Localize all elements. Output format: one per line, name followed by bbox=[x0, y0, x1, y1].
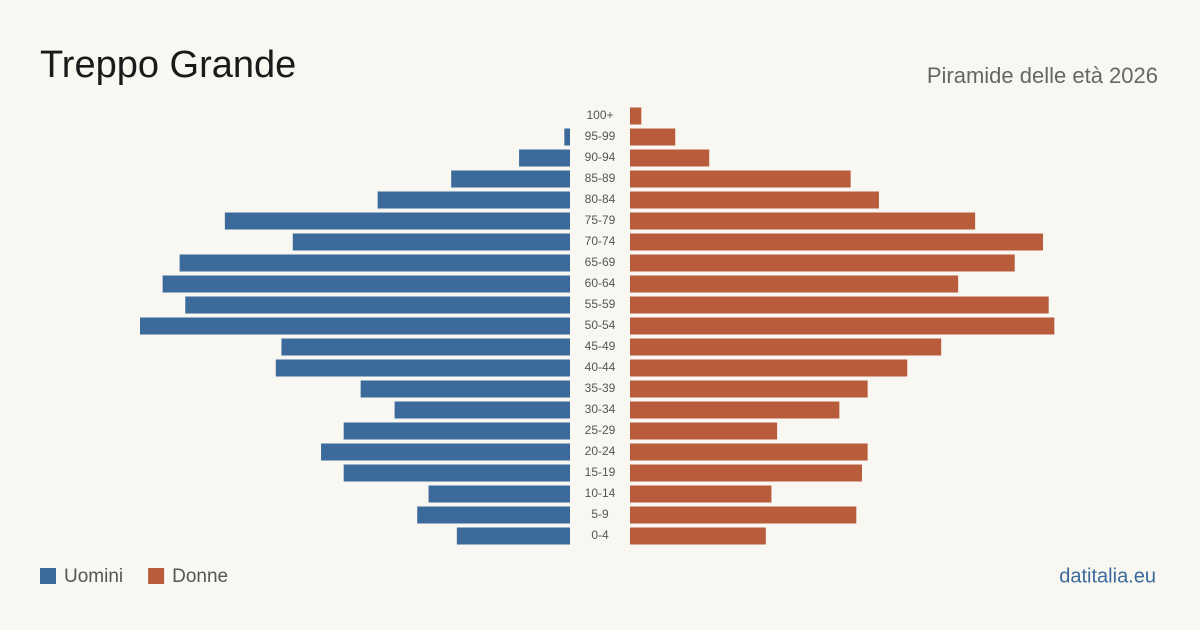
y-tick-label: 30-34 bbox=[585, 402, 616, 416]
y-tick-label: 5-9 bbox=[591, 507, 609, 521]
chart-title: Treppo Grande bbox=[40, 44, 296, 86]
bar bbox=[630, 212, 976, 230]
y-tick-label: 10-14 bbox=[585, 486, 616, 500]
bar bbox=[428, 485, 570, 503]
bar bbox=[630, 191, 879, 209]
y-tick-label: 90-94 bbox=[585, 150, 616, 164]
chart-subtitle: Piramide delle età 2026 bbox=[927, 63, 1158, 88]
bar bbox=[630, 233, 1044, 251]
bar bbox=[179, 254, 570, 272]
source: datitalia.eu bbox=[1059, 565, 1156, 587]
bar bbox=[281, 338, 570, 356]
bar bbox=[630, 401, 840, 419]
bar bbox=[630, 464, 862, 482]
bar bbox=[519, 149, 570, 167]
bar bbox=[630, 275, 959, 293]
legend-swatch bbox=[148, 568, 165, 584]
bar bbox=[343, 422, 570, 440]
bar bbox=[185, 296, 570, 314]
y-tick-label: 50-54 bbox=[585, 318, 616, 332]
legend-label: Uomini bbox=[64, 566, 123, 587]
bar bbox=[377, 191, 570, 209]
bar bbox=[630, 128, 676, 146]
bar bbox=[321, 443, 570, 461]
bar bbox=[417, 506, 570, 524]
bar bbox=[360, 380, 570, 398]
y-tick-label: 70-74 bbox=[585, 234, 616, 248]
y-tick-label: 35-39 bbox=[585, 381, 616, 395]
bar bbox=[630, 338, 942, 356]
y-tick-label: 95-99 bbox=[585, 129, 616, 143]
bar bbox=[630, 506, 857, 524]
bar bbox=[630, 527, 766, 545]
bar bbox=[630, 254, 1015, 272]
bar bbox=[140, 317, 570, 335]
y-tick-label: 75-79 bbox=[585, 213, 616, 227]
y-tick-label: 45-49 bbox=[585, 339, 616, 353]
y-tick-label: 15-19 bbox=[585, 465, 616, 479]
y-tick-label: 25-29 bbox=[585, 423, 616, 437]
bar bbox=[394, 401, 570, 419]
bar bbox=[630, 107, 642, 125]
y-tick-label: 65-69 bbox=[585, 255, 616, 269]
bar bbox=[224, 212, 571, 230]
y-tick-label: 80-84 bbox=[585, 192, 616, 206]
bar bbox=[451, 170, 570, 188]
bar bbox=[275, 359, 570, 377]
y-tick-label: 60-64 bbox=[585, 276, 616, 290]
bar bbox=[564, 128, 570, 146]
bar bbox=[162, 275, 570, 293]
bar bbox=[630, 380, 868, 398]
y-tick-label: 40-44 bbox=[585, 360, 616, 374]
bar bbox=[630, 170, 851, 188]
bar bbox=[343, 464, 570, 482]
bar bbox=[630, 317, 1055, 335]
bar bbox=[630, 485, 772, 503]
y-tick-label: 20-24 bbox=[585, 444, 616, 458]
y-tick-label: 0-4 bbox=[591, 528, 609, 542]
bar bbox=[456, 527, 570, 545]
bar bbox=[630, 422, 778, 440]
y-tick-label: 100+ bbox=[586, 108, 613, 122]
bar bbox=[630, 149, 710, 167]
legend-label: Donne bbox=[172, 566, 228, 587]
y-tick-label: 55-59 bbox=[585, 297, 616, 311]
legend-swatch bbox=[40, 568, 56, 584]
bar bbox=[630, 359, 908, 377]
bar bbox=[630, 443, 868, 461]
bar bbox=[630, 296, 1049, 314]
y-tick-label: 85-89 bbox=[585, 171, 616, 185]
bar bbox=[292, 233, 570, 251]
